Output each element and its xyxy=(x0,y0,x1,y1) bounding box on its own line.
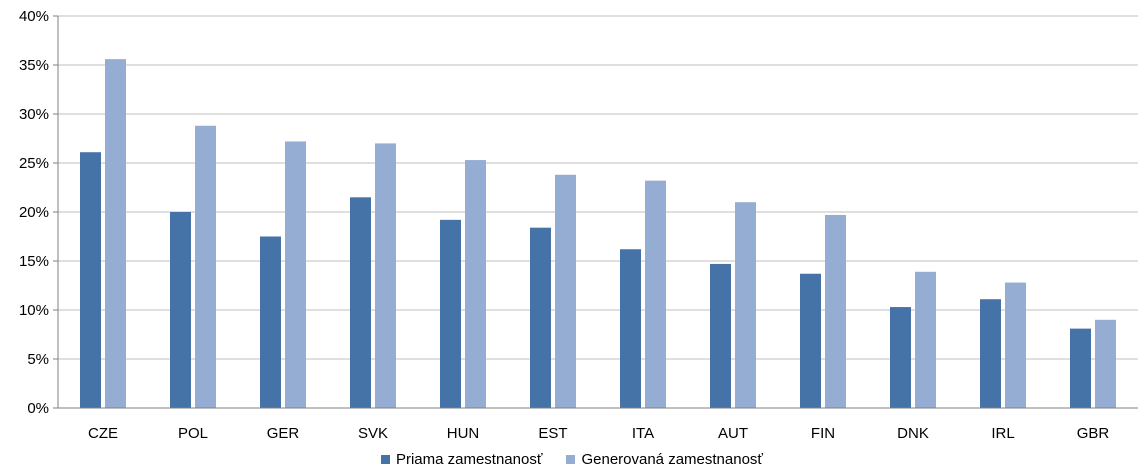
bar-series-1-est xyxy=(530,227,551,408)
y-tick-label: 40% xyxy=(19,8,49,25)
bar-series-2-svk xyxy=(375,143,396,408)
bar-series-2-est xyxy=(555,174,576,408)
y-tick-label: 20% xyxy=(19,204,49,221)
y-tick-label: 15% xyxy=(19,253,49,270)
chart-area: 0% 5% 10% 15% 20% 25% 30% 35% 40% CZE POL GER SVK HUN… xyxy=(19,8,1138,442)
bar-series-2-ita xyxy=(645,180,666,408)
bar-series-2-gbr xyxy=(1095,319,1116,408)
bar-series-2-hun xyxy=(465,160,486,408)
x-tick-label: EST xyxy=(538,425,567,442)
bar-series-1-svk xyxy=(350,197,371,408)
bar-series-1-dnk xyxy=(890,307,911,408)
x-tick-label: HUN xyxy=(447,425,480,442)
x-tick-label: GER xyxy=(267,425,300,442)
x-tick-label: DNK xyxy=(897,425,929,442)
y-tick-label: 10% xyxy=(19,302,49,319)
bar-series-1-irl xyxy=(980,299,1001,408)
legend-label-series-2: Generovaná zamestnanosť xyxy=(581,450,764,468)
bar-series-2-cze xyxy=(105,59,126,409)
bar-series-2-ger xyxy=(285,141,306,408)
x-tick-label: FIN xyxy=(811,425,835,442)
x-tick-label: ITA xyxy=(632,425,654,442)
bar-series-1-ita xyxy=(620,249,641,408)
x-tick-label: SVK xyxy=(358,425,388,442)
x-tick-label: AUT xyxy=(718,425,748,442)
bar-series-1-gbr xyxy=(1070,328,1091,408)
legend-label-series-1: Priama zamestnanosť xyxy=(395,450,543,468)
legend-item-series-2: Generovaná zamestnanosť xyxy=(566,451,763,468)
bar-series-2-aut xyxy=(735,202,756,408)
y-tick-label: 30% xyxy=(19,106,49,123)
bar-series-1-pol xyxy=(170,212,191,408)
x-tick-label: IRL xyxy=(991,425,1014,442)
y-tick-label: 0% xyxy=(27,400,49,417)
bar-series-2-irl xyxy=(1005,282,1026,408)
y-tick-label: 25% xyxy=(19,155,49,172)
grid-lines xyxy=(58,15,1138,360)
y-tick-label: 5% xyxy=(27,351,49,368)
bar-series-1-aut xyxy=(710,263,731,408)
bar-series-2-dnk xyxy=(915,271,936,408)
legend-swatch-series-1 xyxy=(380,454,390,464)
x-tick-label: GBR xyxy=(1077,425,1110,442)
legend-item-series-1: Priama zamestnanosť xyxy=(380,450,543,468)
bar-series-2-pol xyxy=(195,125,216,408)
y-tick-label: 35% xyxy=(19,57,49,74)
x-tick-label: CZE xyxy=(88,425,118,442)
bars xyxy=(80,59,1116,409)
axes: 0% 5% 10% 15% 20% 25% 30% 35% 40% CZE POL GER SVK HUN… xyxy=(19,8,1138,442)
legend: Priama zamestnanosť Generovaná zamestnan… xyxy=(0,449,1144,469)
x-tick-label: POL xyxy=(178,425,208,442)
bar-series-1-cze xyxy=(80,152,101,408)
bar-series-1-fin xyxy=(800,273,821,408)
legend-swatch-series-2 xyxy=(566,454,576,464)
bar-series-2-fin xyxy=(825,214,846,408)
bar-series-1-ger xyxy=(260,236,281,408)
bar-series-1-hun xyxy=(440,219,461,408)
